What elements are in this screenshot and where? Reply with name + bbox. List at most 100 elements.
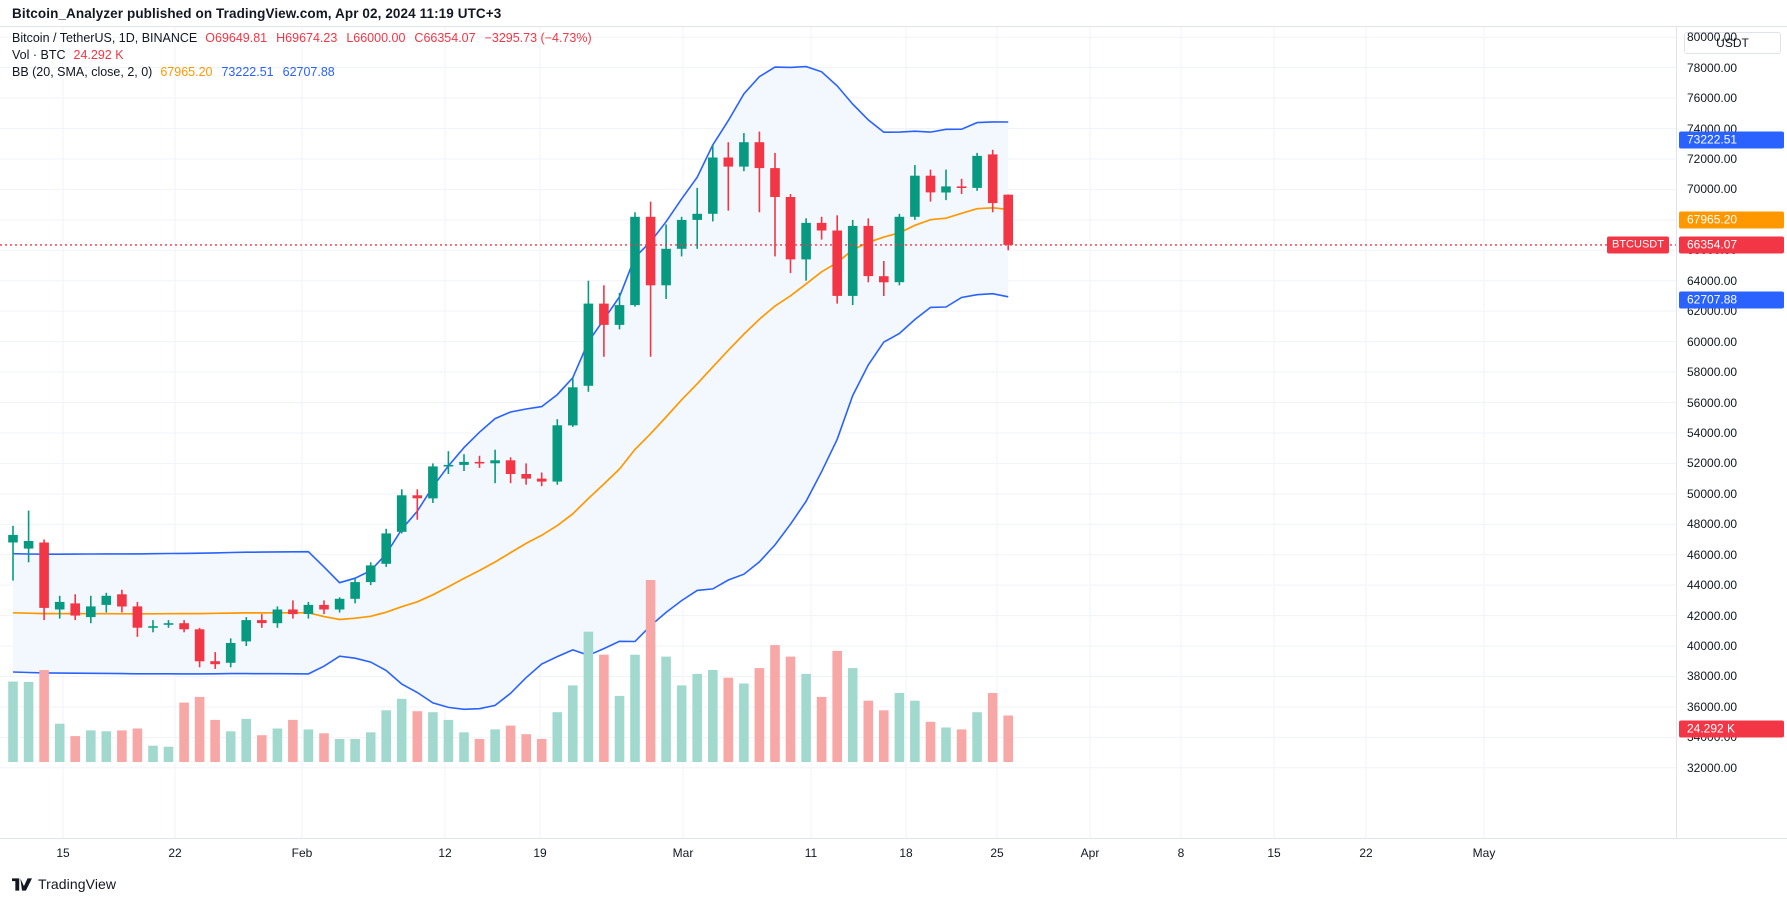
volume-bar [879, 710, 889, 762]
bollinger-band-fill [13, 66, 1009, 710]
candle-body [132, 606, 143, 628]
price-tick-label: 42000.00 [1687, 608, 1738, 623]
volume-bar [272, 728, 283, 762]
candle-body [396, 495, 407, 532]
price-tick-label: 44000.00 [1687, 578, 1738, 593]
volume-bar [956, 729, 967, 762]
volume-bar [925, 721, 936, 762]
volume-bar [490, 729, 500, 762]
volume-bar [987, 693, 998, 762]
candle-body [770, 168, 780, 197]
candle-body [86, 606, 96, 618]
volume-bar [179, 702, 189, 762]
bb-upper-badge[interactable]: 73222.51 [1679, 131, 1784, 149]
candle-body [879, 276, 889, 283]
volume-bar [148, 745, 158, 762]
volume-bar [8, 681, 18, 762]
volume-bar [303, 729, 314, 762]
price-scale[interactable]: USDT 32000.0034000.0036000.0038000.00400… [1676, 27, 1787, 838]
volume-bar [241, 718, 251, 762]
candle-body [723, 157, 734, 167]
volume-bar [54, 723, 65, 762]
time-scale[interactable]: 15 22 Feb 12 19 Mar 11 18 25 Apr 8 15 22 May [0, 838, 1787, 865]
chart-plot-area[interactable] [0, 27, 1676, 838]
candle-body [972, 155, 982, 188]
publisher-text: Bitcoin_Analyzer published on TradingVie… [12, 5, 502, 21]
volume-bar [428, 712, 438, 762]
currency-badge[interactable]: USDT [1684, 32, 1781, 54]
candle-body [521, 474, 531, 479]
price-tick-label: 32000.00 [1687, 760, 1738, 775]
price-tick-label: 78000.00 [1687, 60, 1738, 75]
candle-body [319, 604, 329, 610]
price-tick-label: 38000.00 [1687, 669, 1738, 684]
candle-body [8, 534, 18, 543]
volume-bar [117, 730, 127, 762]
volume-bar [70, 736, 80, 762]
volume-bar [521, 734, 531, 762]
symbol-price-tag[interactable]: BTCUSDT [1607, 236, 1669, 254]
candle-body [645, 216, 656, 286]
candle-body [505, 460, 516, 474]
bb-basis-badge[interactable]: 67965.20 [1679, 211, 1784, 229]
volume-badge[interactable]: 24.292 K [1679, 720, 1784, 738]
volume-bar [785, 656, 796, 762]
bb-lower-badge[interactable]: 62707.88 [1679, 291, 1784, 309]
volume-bar [412, 711, 423, 762]
volume-bar [459, 732, 469, 762]
candle-body [692, 213, 702, 220]
volume-bar [972, 712, 982, 762]
time-tick-label: 15 [1267, 846, 1281, 860]
candle-body [412, 495, 423, 499]
price-tick-label: 60000.00 [1687, 334, 1738, 349]
price-tick-label: 76000.00 [1687, 91, 1738, 106]
tradingview-logo-icon [12, 877, 32, 891]
volume-bar [86, 730, 96, 762]
candle-body [428, 466, 438, 499]
publisher-line: Bitcoin_Analyzer published on TradingVie… [0, 0, 1787, 26]
volume-bar [319, 733, 329, 762]
candle-body [101, 595, 112, 605]
candle-body [334, 598, 345, 610]
volume-bar [754, 668, 765, 762]
candle-body [956, 186, 967, 188]
time-tick-label: May [1472, 846, 1496, 860]
volume-bar [1003, 715, 1013, 762]
volume-bar [257, 735, 267, 762]
candle-body [288, 609, 298, 615]
volume-bar [381, 710, 391, 762]
candle-body [708, 157, 718, 214]
time-tick-label: Apr [1080, 846, 1100, 860]
volume-bar [365, 732, 376, 762]
volume-bar [801, 673, 811, 762]
candle-body [365, 565, 376, 583]
volume-bar [552, 712, 563, 762]
candle-body [54, 601, 65, 610]
volume-bar [816, 696, 827, 762]
candle-body [661, 248, 671, 286]
time-tick-label: Mar [672, 846, 694, 860]
price-tick-label: 48000.00 [1687, 517, 1738, 532]
price-tick-label: 70000.00 [1687, 182, 1738, 197]
price-tick-label: 36000.00 [1687, 699, 1738, 714]
candle-body [257, 620, 267, 624]
candle-body [816, 222, 827, 231]
price-tick-label: 46000.00 [1687, 547, 1738, 562]
time-tick-label: 18 [899, 846, 913, 860]
last-price-badge[interactable]: 66354.07 [1679, 236, 1784, 254]
volume-bar [225, 731, 236, 762]
candle-body [739, 142, 749, 167]
price-tick-label: 52000.00 [1687, 456, 1738, 471]
volume-bar [661, 656, 671, 762]
candle-body [1003, 194, 1013, 245]
volume-bar [474, 739, 485, 762]
volume-bar [39, 670, 49, 762]
candle-body [925, 175, 936, 193]
time-tick-label: 11 [804, 846, 818, 860]
time-tick-label: 19 [533, 846, 547, 860]
volume-bar [443, 719, 454, 762]
candle-body [599, 303, 609, 325]
volume-histogram [8, 580, 1013, 762]
volume-bar [350, 739, 360, 762]
